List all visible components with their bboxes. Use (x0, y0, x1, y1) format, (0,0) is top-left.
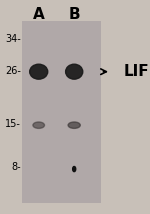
Text: A: A (33, 7, 45, 22)
Ellipse shape (68, 122, 80, 128)
Text: 26-: 26- (5, 66, 21, 76)
Text: B: B (68, 7, 80, 22)
Text: 8-: 8- (11, 162, 21, 172)
Text: 15-: 15- (5, 119, 21, 129)
Circle shape (73, 166, 76, 172)
Ellipse shape (66, 64, 83, 79)
Text: LIF: LIF (124, 64, 150, 79)
Ellipse shape (33, 122, 45, 128)
FancyBboxPatch shape (22, 21, 101, 203)
Text: 34-: 34- (5, 34, 21, 43)
Ellipse shape (30, 64, 48, 79)
